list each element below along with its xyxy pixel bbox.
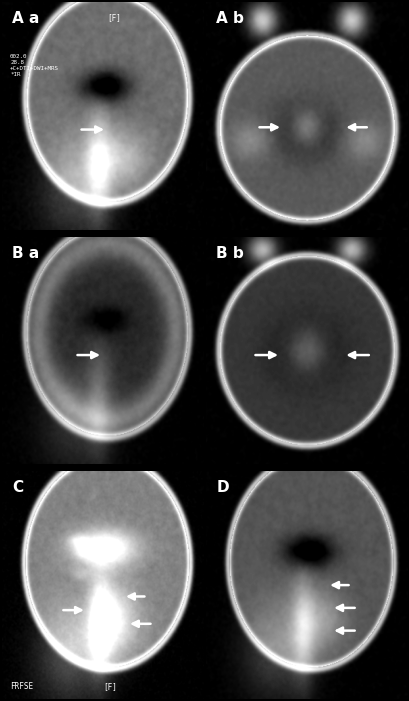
Text: B a: B a [12,246,39,261]
Text: A a: A a [12,11,39,26]
Text: A b: A b [216,11,244,26]
Text: B b: B b [216,246,243,261]
Text: C: C [12,480,23,496]
Text: 002.0
28.8
+C+DTI+DWI+MRS
*IR: 002.0 28.8 +C+DTI+DWI+MRS *IR [10,55,59,77]
Text: FRFSE: FRFSE [10,682,33,691]
Text: [F]: [F] [107,13,121,22]
Text: [F]: [F] [103,682,117,691]
Text: D: D [216,480,228,496]
